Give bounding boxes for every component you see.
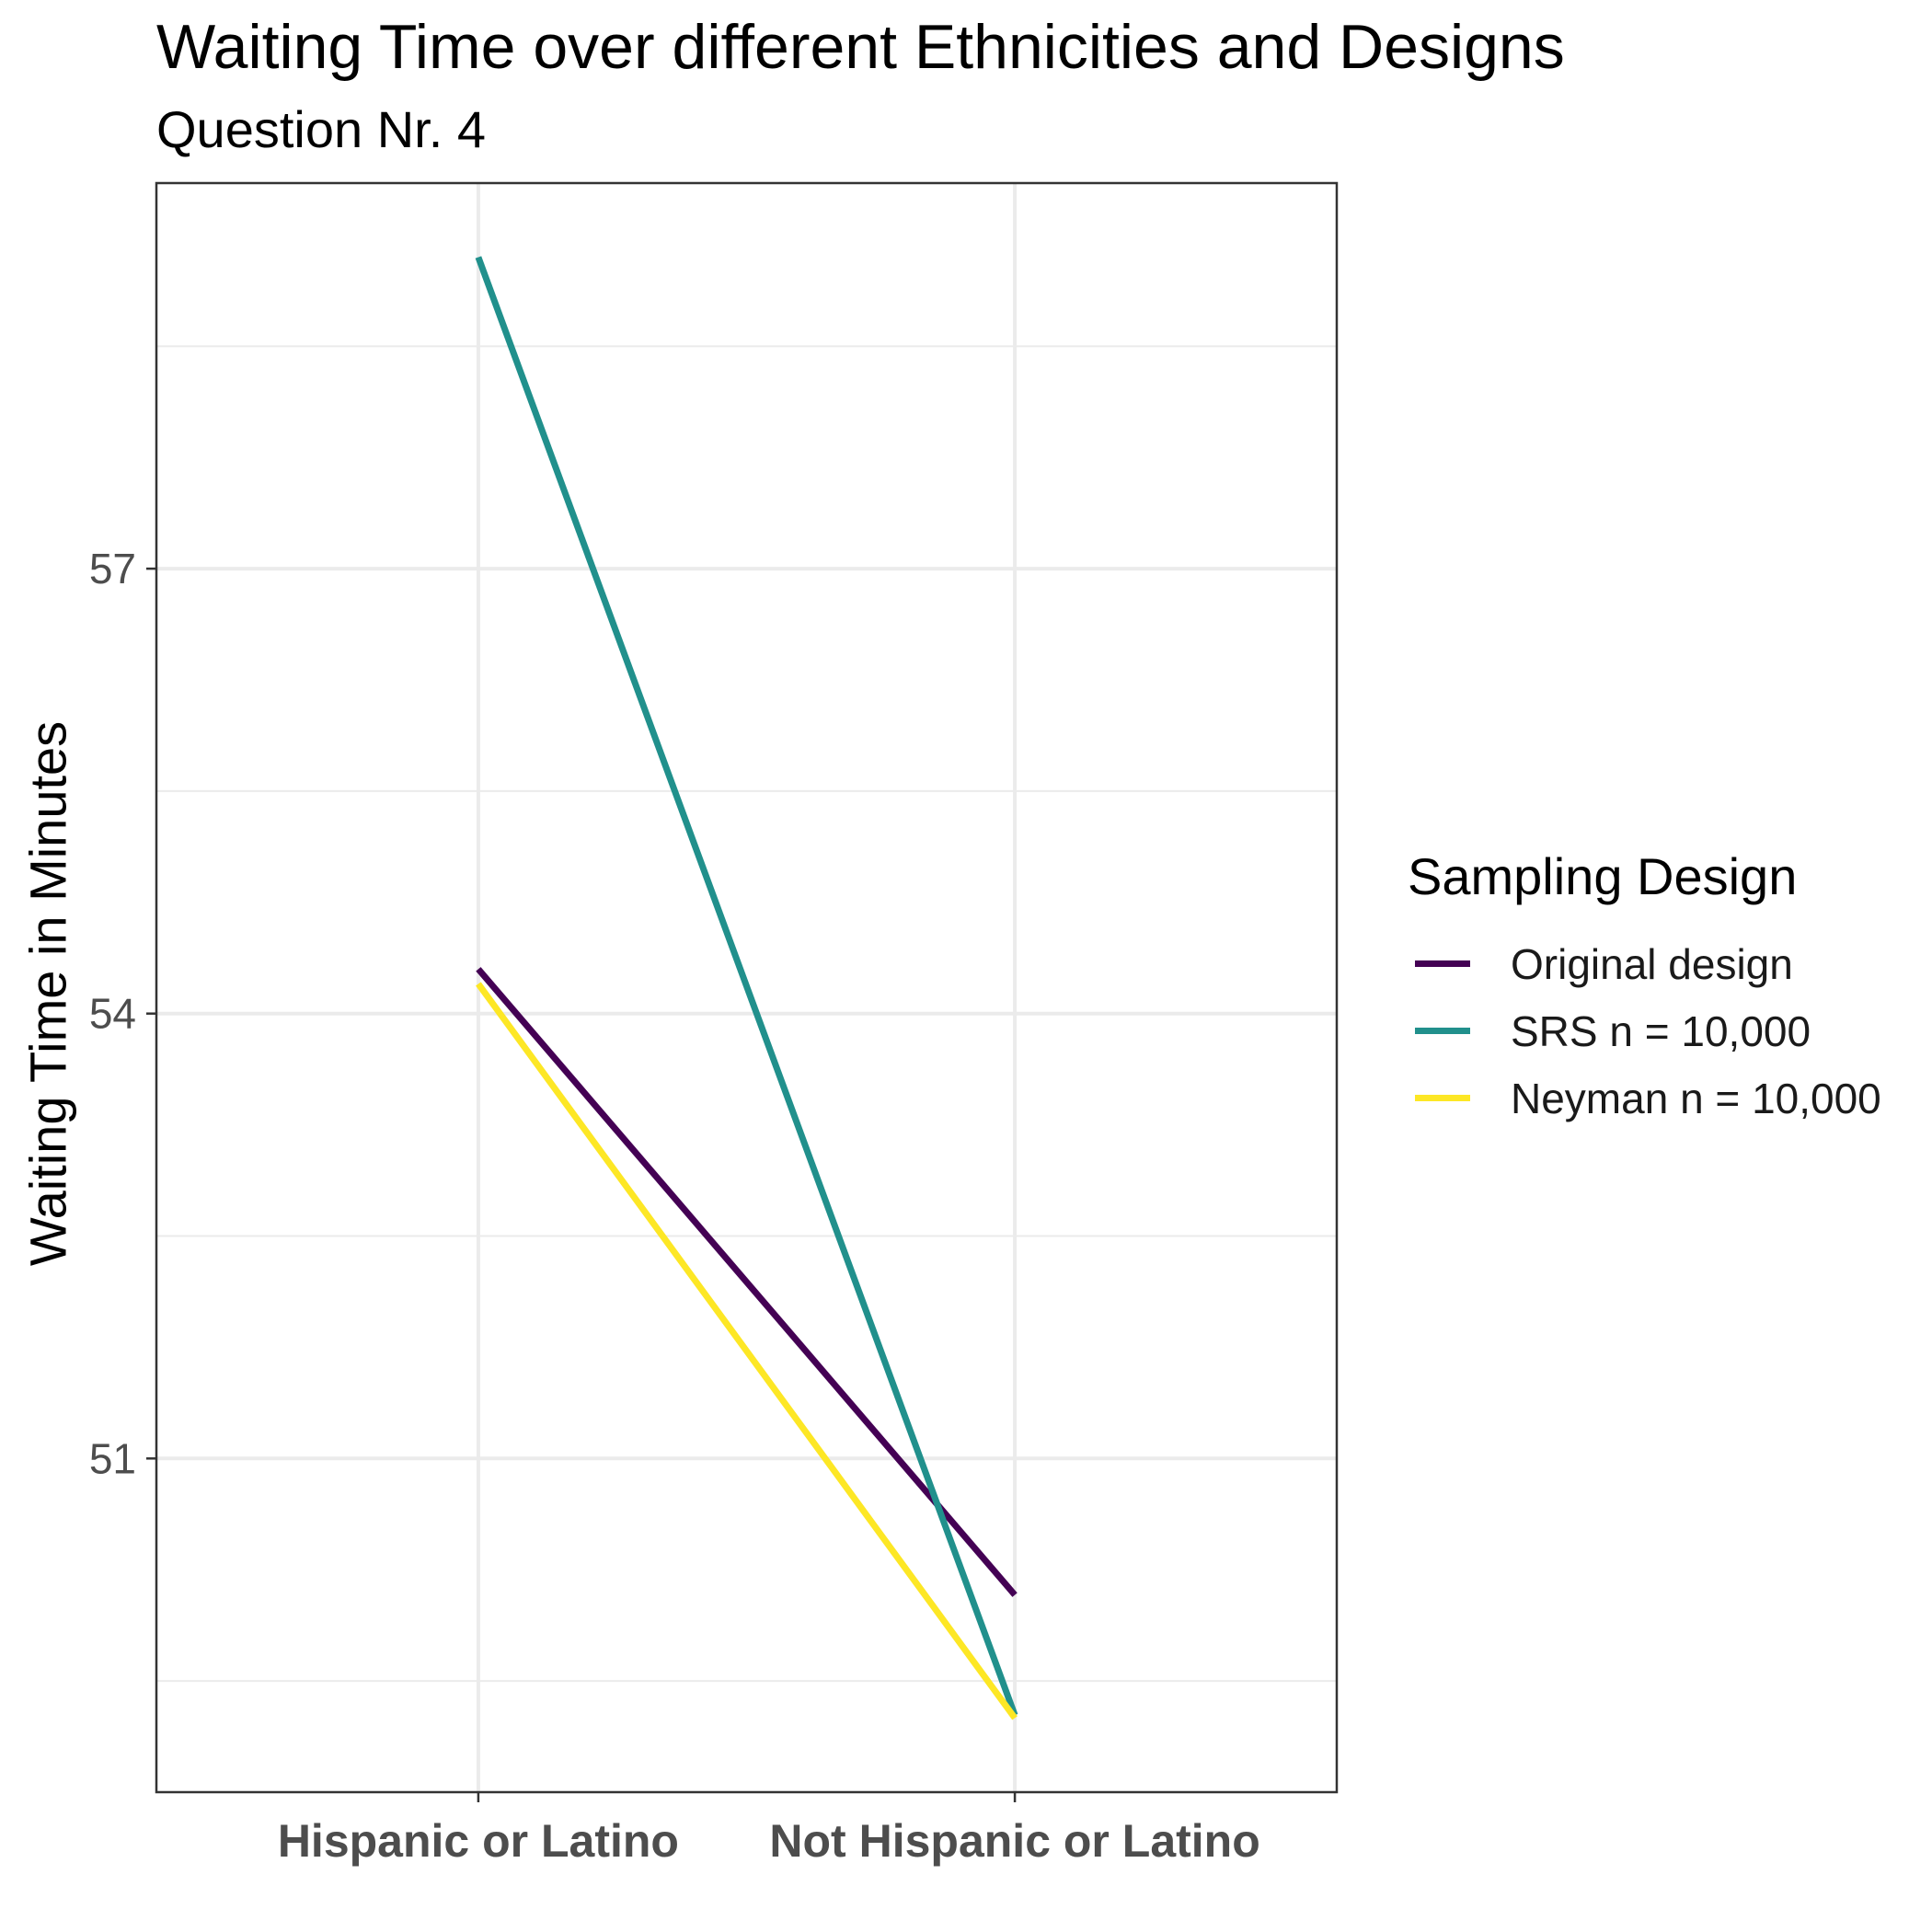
- x-tick-label: Hispanic or Latino: [278, 1815, 679, 1867]
- chart-title: Waiting Time over different Ethnicities …: [156, 12, 1565, 82]
- chart-subtitle: Question Nr. 4: [156, 100, 486, 158]
- legend-item: Neyman n = 10,000: [1408, 1064, 1881, 1132]
- series-line: [476, 982, 1018, 1720]
- legend-label: Original design: [1511, 939, 1793, 988]
- legend-label: Neyman n = 10,000: [1511, 1074, 1881, 1122]
- y-axis-label: Waiting Time in Minutes: [18, 720, 77, 1267]
- y-tick-label: 51: [89, 1434, 136, 1482]
- legend-item: SRS n = 10,000: [1408, 997, 1881, 1064]
- legend-swatch: [1415, 960, 1470, 967]
- legend: Sampling Design Original design SRS n = 1…: [1408, 846, 1881, 1132]
- x-tick-label: Not Hispanic or Latino: [769, 1815, 1259, 1867]
- plot-panel-border: [155, 181, 1339, 1794]
- y-tick-label: 57: [89, 545, 136, 592]
- legend-items: Original design SRS n = 10,000 Neyman n = …: [1408, 930, 1881, 1132]
- legend-swatch: [1415, 1028, 1470, 1034]
- series-line: [476, 967, 1018, 1597]
- legend-item: Original design: [1408, 930, 1881, 997]
- legend-swatch: [1415, 1095, 1470, 1101]
- legend-label: SRS n = 10,000: [1511, 1006, 1811, 1055]
- series-line: [475, 256, 1018, 1717]
- legend-title: Sampling Design: [1408, 847, 1798, 905]
- y-tick-label: 54: [89, 990, 136, 1038]
